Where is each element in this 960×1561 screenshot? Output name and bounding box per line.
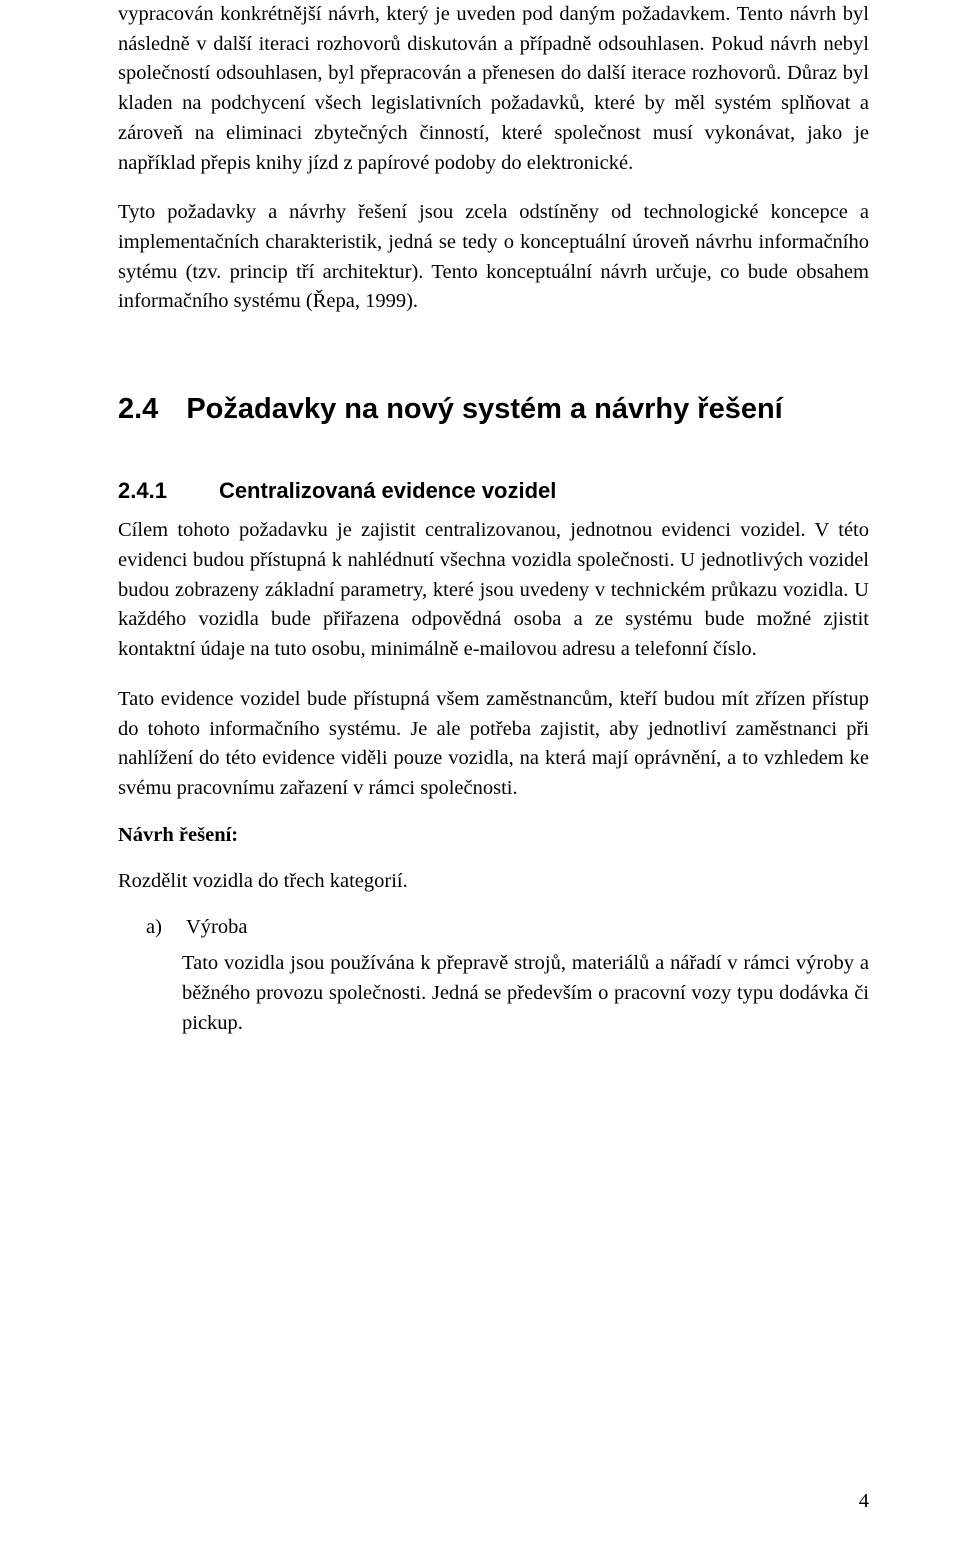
heading-text: Centralizovaná evidence vozidel [219, 478, 556, 504]
paragraph: Rozdělit vozidla do třech kategorií. [118, 867, 869, 897]
solution-label: Návrh řešení: [118, 824, 869, 847]
heading-number: 2.4.1 [118, 478, 167, 504]
heading-number: 2.4 [118, 393, 158, 426]
document-page: vypracován konkrétnější návrh, který je … [0, 0, 960, 1561]
paragraph: Tato evidence vozidel bude přístupná vše… [118, 685, 869, 804]
heading-level-2: 2.4 Požadavky na nový systém a návrhy ře… [118, 393, 869, 426]
list-item-label: Výroba [186, 916, 247, 938]
heading-text: Požadavky na nový systém a návrhy řešení [186, 393, 782, 426]
paragraph: Cílem tohoto požadavku je zajistit centr… [118, 516, 869, 665]
page-number: 4 [859, 1490, 869, 1513]
paragraph: Tyto požadavky a návrhy řešení jsou zcel… [118, 198, 869, 317]
list-item-body: Tato vozidla jsou používána k přepravě s… [182, 949, 869, 1038]
heading-level-3: 2.4.1 Centralizovaná evidence vozidel [118, 478, 869, 504]
list-item: a) Výroba Tato vozidla jsou používána k … [118, 916, 869, 1038]
paragraph: vypracován konkrétnější návrh, který je … [118, 0, 869, 178]
list-marker: a) [118, 916, 182, 939]
